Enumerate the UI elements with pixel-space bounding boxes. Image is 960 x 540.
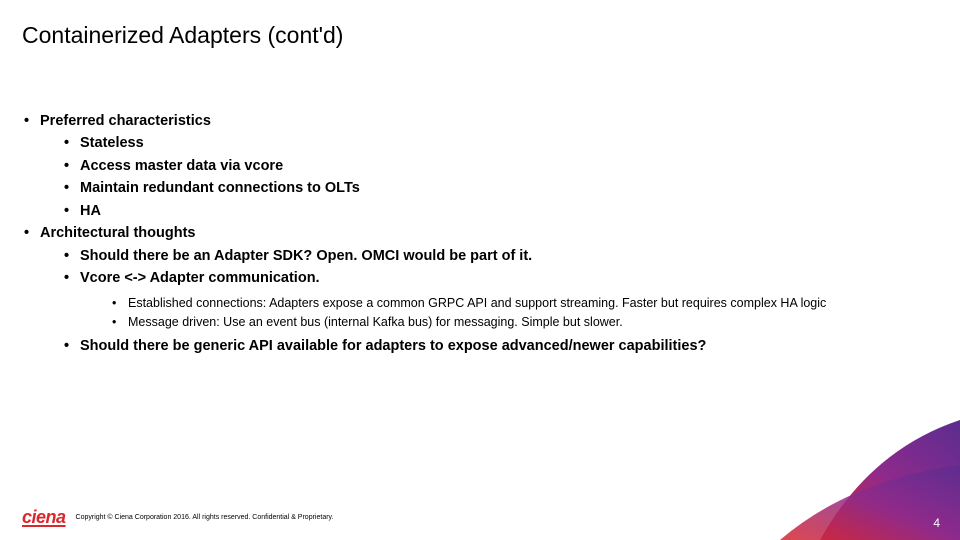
bullet-list-level2: Should there be an Adapter SDK? Open. OM…: [62, 245, 938, 358]
list-item: Preferred characteristics Stateless Acce…: [22, 110, 938, 222]
list-item: Message driven: Use an event bus (intern…: [110, 313, 938, 332]
list-item: Should there be generic API available fo…: [62, 335, 938, 357]
bullet-text: Established connections: Adapters expose…: [128, 296, 826, 310]
bullet-text: Preferred characteristics: [40, 113, 211, 129]
list-item: Maintain redundant connections to OLTs: [62, 177, 938, 199]
list-item: Access master data via vcore: [62, 155, 938, 177]
bullet-text: Access master data via vcore: [80, 158, 283, 174]
list-item: Architectural thoughts Should there be a…: [22, 222, 938, 357]
slide-content: Preferred characteristics Stateless Acce…: [22, 110, 938, 358]
page-number: 4: [933, 516, 940, 530]
list-item: Stateless: [62, 132, 938, 154]
bullet-text: HA: [80, 203, 101, 219]
bullet-text: Stateless: [80, 135, 144, 151]
bullet-text: Maintain redundant connections to OLTs: [80, 180, 360, 196]
bullet-list-level2: Stateless Access master data via vcore M…: [62, 132, 938, 222]
list-item: Vcore <-> Adapter communication. Establi…: [62, 267, 938, 331]
bullet-text: Should there be an Adapter SDK? Open. OM…: [80, 248, 532, 264]
bullet-text: Should there be generic API available fo…: [80, 338, 706, 354]
list-item: Should there be an Adapter SDK? Open. OM…: [62, 245, 938, 267]
bullet-text: Message driven: Use an event bus (intern…: [128, 315, 623, 329]
bullet-text: Architectural thoughts: [40, 225, 195, 241]
copyright-text: Copyright © Ciena Corporation 2016. All …: [76, 514, 334, 521]
bullet-text: Vcore <-> Adapter communication.: [80, 270, 320, 286]
bullet-list-level1: Preferred characteristics Stateless Acce…: [22, 110, 938, 358]
list-item: HA: [62, 200, 938, 222]
footer: ciena Copyright © Ciena Corporation 2016…: [22, 507, 333, 528]
list-item: Established connections: Adapters expose…: [110, 294, 938, 313]
slide: Containerized Adapters (cont'd) Preferre…: [0, 0, 960, 540]
slide-title: Containerized Adapters (cont'd): [22, 22, 343, 49]
bullet-list-level3: Established connections: Adapters expose…: [110, 294, 938, 332]
logo: ciena: [22, 507, 66, 528]
